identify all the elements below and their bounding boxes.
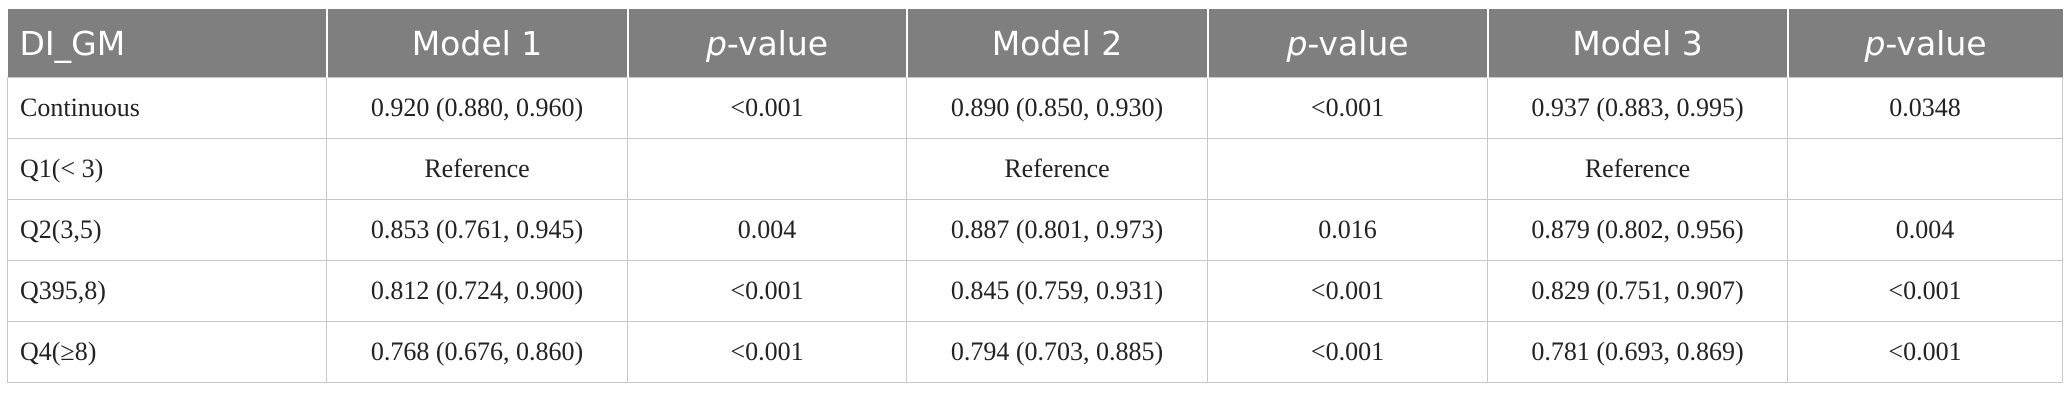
table-cell: 0.812 (0.724, 0.900) [326, 260, 628, 322]
table-cell: 0.0348 [1787, 77, 2063, 139]
table-row: Q395,8) 0.812 (0.724, 0.900) <0.001 0.845 (… [7, 260, 2063, 322]
column-header: Model 1 [325, 9, 628, 78]
table-cell: <0.001 [1207, 77, 1488, 139]
table-cell: 0.845 (0.759, 0.931) [906, 260, 1208, 322]
table-row: Q2(3,5) 0.853 (0.761, 0.945) 0.004 0.887 (0… [7, 199, 2063, 261]
row-label: Continuous [7, 77, 327, 139]
table-cell: Reference [326, 138, 628, 200]
column-header: Model 2 [905, 9, 1208, 78]
table-cell: 0.004 [1787, 199, 2063, 261]
table-cell: 0.004 [627, 199, 907, 261]
results-table: DI_GM Model 1 p-value Model 2 p-value Model 3… [7, 9, 2063, 383]
table-row: Q4(≥8) 0.768 (0.676, 0.860) <0.001 0.794 (0… [7, 321, 2063, 383]
header-text: -value [1307, 23, 1409, 63]
table-cell: 0.920 (0.880, 0.960) [326, 77, 628, 139]
header-text: -value [1885, 23, 1987, 63]
column-header: p-value [1206, 9, 1488, 78]
table-cell: <0.001 [1787, 321, 2063, 383]
header-italic: p [705, 23, 727, 63]
table-cell: 0.829 (0.751, 0.907) [1487, 260, 1788, 322]
empty-cell [1787, 138, 2063, 200]
row-label: Q4(≥8) [7, 321, 327, 383]
table-header: DI_GM Model 1 p-value Model 2 p-value Model 3… [7, 9, 2063, 78]
empty-cell [1207, 138, 1488, 200]
table-cell: <0.001 [1207, 321, 1488, 383]
row-label: Q1(< 3) [7, 138, 327, 200]
header-row: DI_GM Model 1 p-value Model 2 p-value Model 3… [7, 9, 2063, 78]
table-cell: Reference [906, 138, 1208, 200]
column-header: Model 3 [1486, 9, 1788, 78]
table-cell: 0.879 (0.802, 0.956) [1487, 199, 1788, 261]
table-cell: <0.001 [627, 321, 907, 383]
row-label: Q395,8) [7, 260, 327, 322]
table-cell: 0.853 (0.761, 0.945) [326, 199, 628, 261]
table-row: Continuous 0.920 (0.880, 0.960) <0.001 0.89… [7, 77, 2063, 139]
row-label: Q2(3,5) [7, 199, 327, 261]
table-cell: <0.001 [627, 77, 907, 139]
table-cell: Reference [1487, 138, 1788, 200]
column-header: p-value [626, 9, 907, 78]
empty-cell [627, 138, 907, 200]
header-text: -value [726, 23, 829, 63]
table-cell: 0.937 (0.883, 0.995) [1487, 77, 1788, 139]
table-cell: 0.768 (0.676, 0.860) [326, 321, 628, 383]
table-cell: 0.887 (0.801, 0.973) [906, 199, 1208, 261]
table-cell: <0.001 [1207, 260, 1488, 322]
table-cell: 0.890 (0.850, 0.930) [906, 77, 1208, 139]
column-header: p-value [1786, 9, 2063, 78]
table-row: Q1(< 3) Reference Reference Reference [7, 138, 2063, 200]
table-cell: 0.781 (0.693, 0.869) [1487, 321, 1788, 383]
table-cell: 0.794 (0.703, 0.885) [906, 321, 1208, 383]
column-header: DI_GM [7, 9, 327, 78]
table-cell: <0.001 [627, 260, 907, 322]
table-cell: 0.016 [1207, 199, 1488, 261]
header-italic: p [1286, 23, 1308, 63]
table-body: Continuous 0.920 (0.880, 0.960) <0.001 0.89… [7, 77, 2063, 383]
table-cell: <0.001 [1787, 260, 2063, 322]
header-italic: p [1864, 23, 1886, 63]
